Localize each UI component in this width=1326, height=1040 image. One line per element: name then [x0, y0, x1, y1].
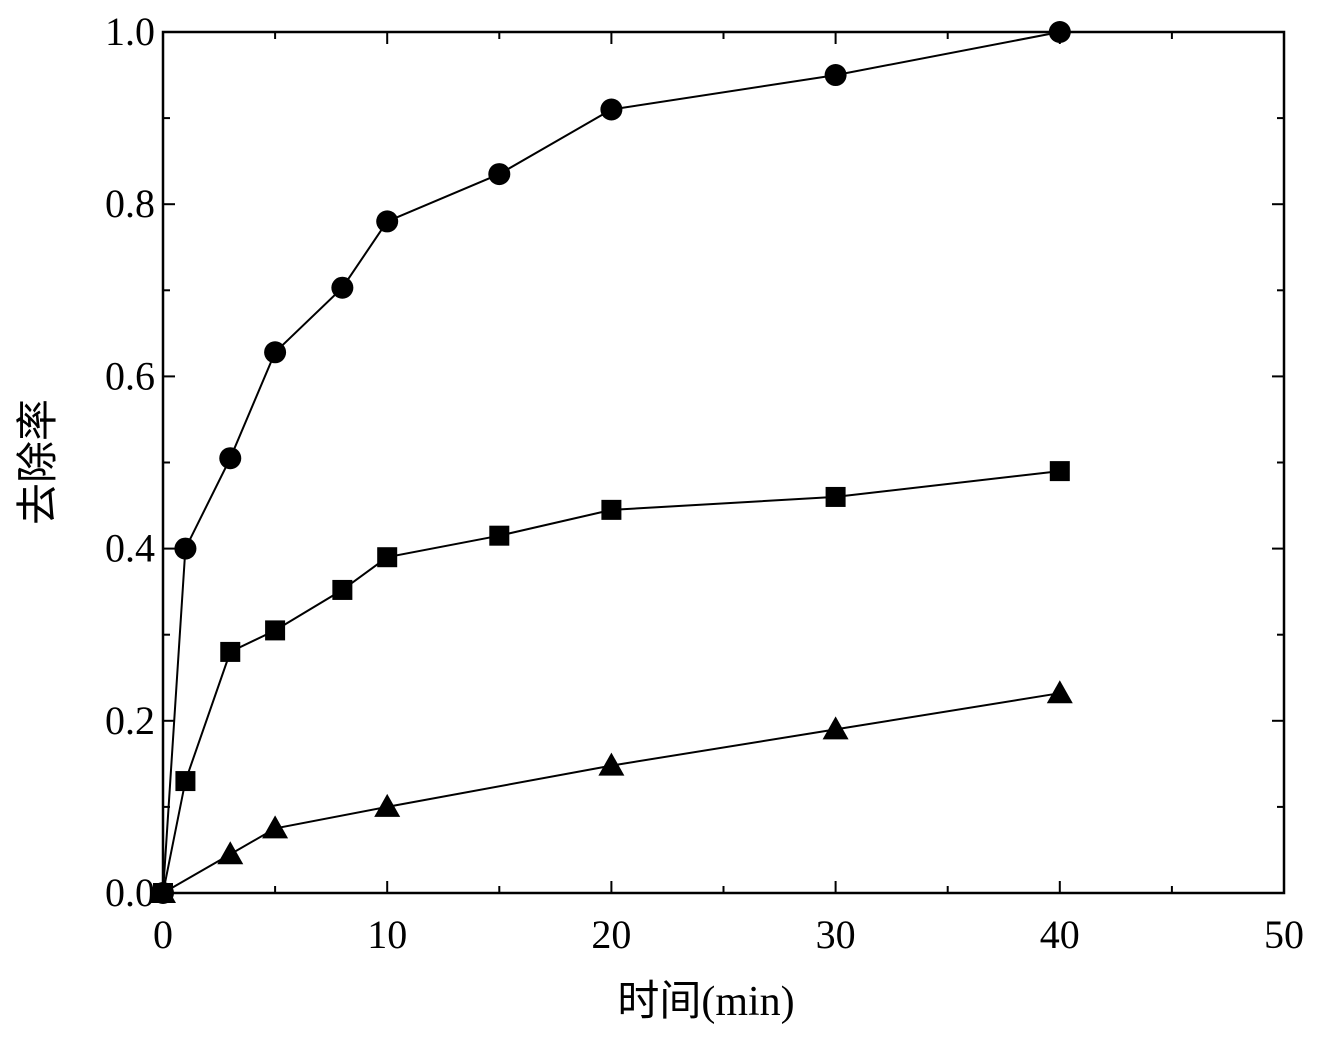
data-point-triangle	[598, 752, 625, 776]
data-point-square	[489, 525, 510, 546]
x-tick-label: 50	[1264, 912, 1304, 957]
y-axis-ticks: 0.0 0.2 0.4 0.6 0.8 1.0	[105, 9, 1284, 915]
data-point-square	[601, 499, 622, 520]
x-tick-label: 40	[1040, 912, 1080, 957]
data-point-square	[825, 486, 846, 507]
data-point-circle	[488, 163, 511, 186]
data-point-circle	[376, 210, 399, 233]
y-axis-title: 去除率	[15, 399, 62, 525]
plot-frame	[161, 30, 1286, 895]
y-tick-label: 0.4	[105, 526, 155, 571]
y-tick-label: 0.6	[105, 353, 155, 398]
data-point-square	[332, 579, 353, 600]
x-tick-label: 0	[153, 912, 173, 957]
y-tick-label: 0.8	[105, 181, 155, 226]
data-point-square	[377, 547, 398, 568]
data-point-triangle	[1046, 680, 1073, 704]
data-point-square	[265, 620, 286, 641]
series-layer	[150, 21, 1073, 904]
x-axis-ticks: 0 10 20 30 40 50	[153, 32, 1304, 957]
data-point-triangle	[262, 815, 289, 839]
x-tick-label: 20	[591, 912, 631, 957]
data-point-circle	[600, 98, 623, 121]
data-point-circle	[219, 447, 242, 470]
y-tick-label: 0.2	[105, 698, 155, 743]
data-point-triangle	[217, 841, 244, 865]
y-tick-label: 1.0	[105, 9, 155, 54]
data-point-circle	[1048, 21, 1071, 43]
data-point-square	[175, 771, 196, 792]
data-point-circle	[331, 276, 354, 299]
data-point-square	[220, 641, 241, 662]
data-point-circle	[264, 341, 287, 364]
x-tick-label: 10	[367, 912, 407, 957]
series-line-square	[162, 470, 1060, 894]
series-line-triangle	[162, 692, 1060, 894]
y-tick-label: 0.0	[105, 870, 155, 915]
data-point-circle	[824, 64, 847, 87]
x-axis-title: 时间(min)	[617, 979, 794, 1025]
data-point-triangle	[374, 793, 401, 817]
series-line-circle	[162, 31, 1060, 894]
data-point-square	[1049, 461, 1070, 482]
x-tick-label: 30	[816, 912, 856, 957]
data-point-triangle	[822, 716, 849, 740]
data-point-circle	[174, 537, 197, 560]
data-point-triangle	[150, 880, 176, 903]
